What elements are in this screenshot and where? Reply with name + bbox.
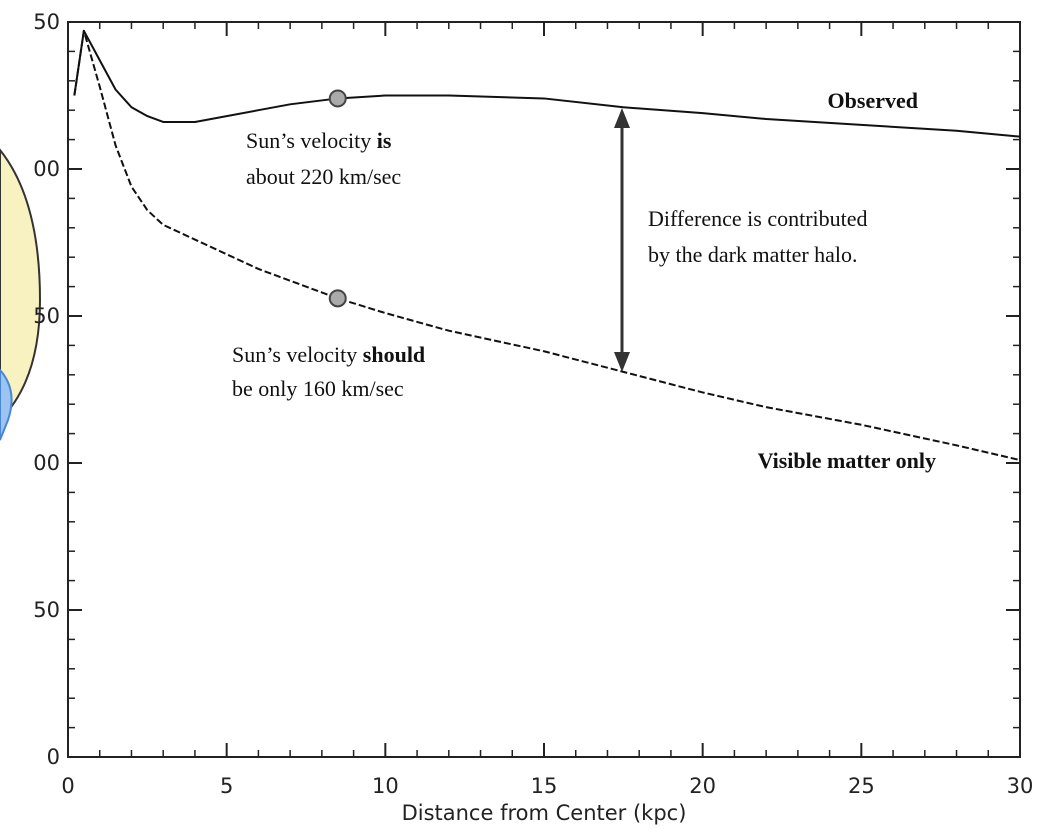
annotation: be only 160 km/sec [232, 376, 404, 401]
annotations: Sun’s velocity is about 220 km/sec Sun’s… [232, 88, 936, 473]
series-line [73, 29, 1021, 138]
y-tick-label: 50 [33, 598, 60, 622]
plot-frame [67, 21, 1021, 758]
x-tick-label: 25 [848, 774, 875, 798]
sun-marker [328, 289, 347, 308]
annotation: Sun’s velocity is [246, 128, 392, 153]
y-tick-label: 50 [33, 10, 60, 34]
sun-marker [328, 89, 347, 108]
x-tick-label: 5 [220, 774, 233, 798]
y-tick-label: 00 [33, 451, 60, 475]
y-tick-label: 00 [33, 157, 60, 181]
annotation: by the dark matter halo. [648, 242, 858, 267]
annotation: Sun’s velocity should [232, 342, 425, 367]
galaxy-decoration [0, 148, 42, 422]
series-label: Visible matter only [758, 448, 936, 473]
x-tick-label: 15 [531, 774, 558, 798]
x-tick-label: 20 [689, 774, 716, 798]
series-label: Observed [828, 88, 918, 113]
annotation: about 220 km/sec [246, 164, 401, 189]
x-tick-label: 30 [1007, 774, 1034, 798]
galaxy-decoration [0, 368, 13, 441]
y-tick-label: 50 [33, 304, 60, 328]
annotation: Difference is contributed [648, 206, 868, 231]
x-tick-label: 10 [372, 774, 399, 798]
x-axis-label: Distance from Center (kpc) [402, 801, 687, 825]
x-tick-label: 0 [61, 774, 74, 798]
y-tick-label: 0 [47, 745, 60, 769]
